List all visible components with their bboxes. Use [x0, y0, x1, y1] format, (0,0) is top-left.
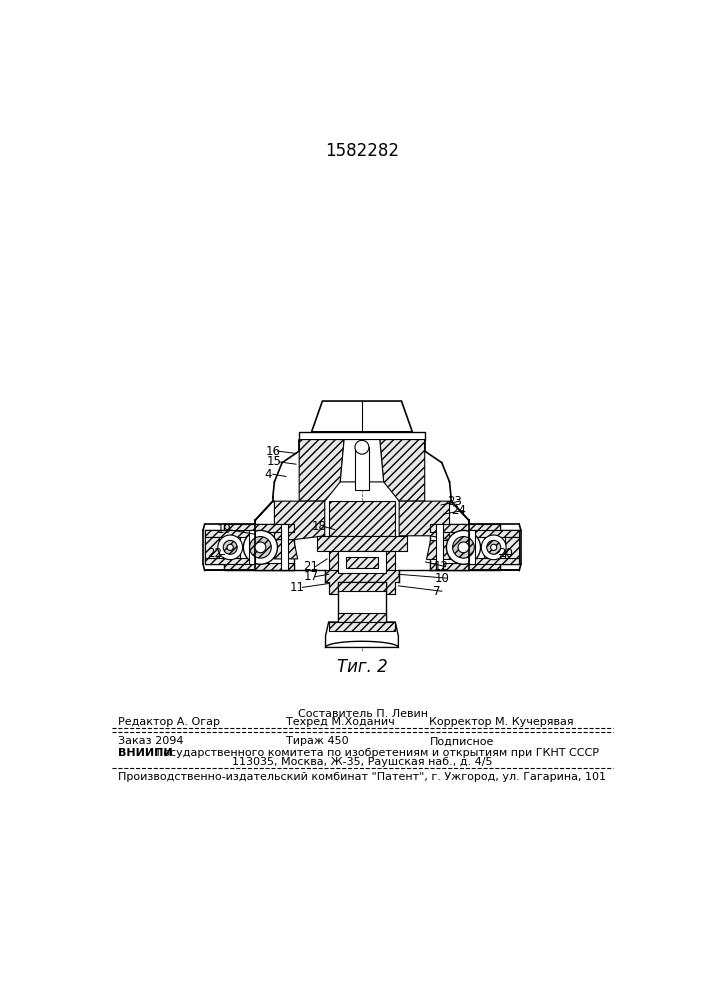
Polygon shape [355, 447, 369, 490]
Polygon shape [204, 530, 255, 564]
Polygon shape [325, 622, 398, 647]
Polygon shape [430, 524, 500, 570]
Text: 1582282: 1582282 [325, 142, 399, 160]
Circle shape [223, 540, 237, 554]
Polygon shape [426, 540, 450, 559]
Text: 22: 22 [207, 547, 222, 560]
Circle shape [491, 544, 497, 550]
Text: Тираж 450: Тираж 450 [286, 736, 349, 746]
Polygon shape [329, 551, 395, 582]
Text: Редактор А. Огар: Редактор А. Огар [118, 717, 220, 727]
Text: 11: 11 [290, 581, 305, 594]
Text: 23: 23 [448, 495, 462, 508]
Polygon shape [224, 524, 293, 532]
Text: 113035, Москва, Ж-35, Раушская наб., д. 4/5: 113035, Москва, Ж-35, Раушская наб., д. … [232, 757, 492, 767]
Text: Техред М.Ходанич: Техред М.Ходанич [286, 717, 395, 727]
Circle shape [486, 540, 501, 554]
Polygon shape [249, 530, 255, 564]
Polygon shape [204, 530, 255, 537]
Polygon shape [338, 551, 386, 573]
Circle shape [255, 542, 266, 553]
Text: Подписное: Подписное [429, 736, 493, 746]
Text: 7: 7 [433, 585, 441, 598]
Polygon shape [436, 524, 443, 570]
Polygon shape [340, 440, 384, 482]
Text: 24: 24 [451, 504, 467, 517]
Text: 20: 20 [498, 547, 513, 560]
Polygon shape [338, 582, 386, 591]
Text: 21: 21 [303, 560, 318, 573]
Polygon shape [274, 540, 298, 559]
Circle shape [243, 530, 277, 564]
Circle shape [458, 542, 469, 553]
Polygon shape [204, 537, 218, 558]
Polygon shape [299, 440, 344, 501]
Text: Государственного комитета по изобретениям и открытиям при ГКНТ СССР: Государственного комитета по изобретения… [153, 748, 599, 758]
Polygon shape [329, 501, 395, 536]
Circle shape [452, 537, 474, 558]
Text: 19: 19 [216, 523, 231, 536]
Text: ВНИИПИ: ВНИИПИ [118, 748, 173, 758]
Polygon shape [346, 557, 378, 568]
Text: Τиг. 2: Τиг. 2 [337, 658, 387, 676]
Polygon shape [469, 530, 519, 537]
Polygon shape [224, 532, 240, 563]
Polygon shape [299, 432, 425, 440]
Polygon shape [204, 558, 255, 564]
Circle shape [355, 440, 369, 454]
Text: Составитель П. Левин: Составитель П. Левин [298, 709, 428, 719]
Polygon shape [338, 582, 386, 628]
Polygon shape [338, 613, 386, 622]
Circle shape [481, 535, 506, 560]
Text: 18: 18 [312, 520, 327, 533]
Polygon shape [469, 530, 475, 564]
Polygon shape [399, 501, 450, 540]
Polygon shape [469, 530, 519, 564]
Polygon shape [317, 536, 407, 551]
Circle shape [250, 537, 271, 558]
Polygon shape [329, 622, 395, 631]
Polygon shape [281, 524, 288, 570]
Text: 4: 4 [264, 468, 272, 481]
Polygon shape [380, 440, 425, 501]
Polygon shape [430, 524, 500, 532]
Polygon shape [484, 532, 500, 563]
Polygon shape [469, 558, 519, 564]
Circle shape [227, 544, 233, 550]
Polygon shape [430, 563, 500, 570]
Text: 16: 16 [265, 445, 280, 458]
Polygon shape [506, 537, 519, 558]
Polygon shape [224, 524, 293, 570]
Polygon shape [312, 401, 412, 432]
Circle shape [446, 530, 481, 564]
Text: 10: 10 [435, 572, 450, 585]
Polygon shape [325, 570, 399, 594]
Text: 15: 15 [267, 455, 282, 468]
Text: Корректор М. Кучерявая: Корректор М. Кучерявая [429, 717, 574, 727]
Circle shape [218, 535, 243, 560]
Text: Заказ 2094: Заказ 2094 [118, 736, 183, 746]
Text: 12: 12 [433, 560, 448, 573]
Polygon shape [274, 501, 325, 540]
Text: 17: 17 [303, 570, 318, 583]
Polygon shape [224, 563, 293, 570]
Text: Производственно-издательский комбинат "Патент", г. Ужгород, ул. Гагарина, 101: Производственно-издательский комбинат "П… [118, 772, 606, 782]
